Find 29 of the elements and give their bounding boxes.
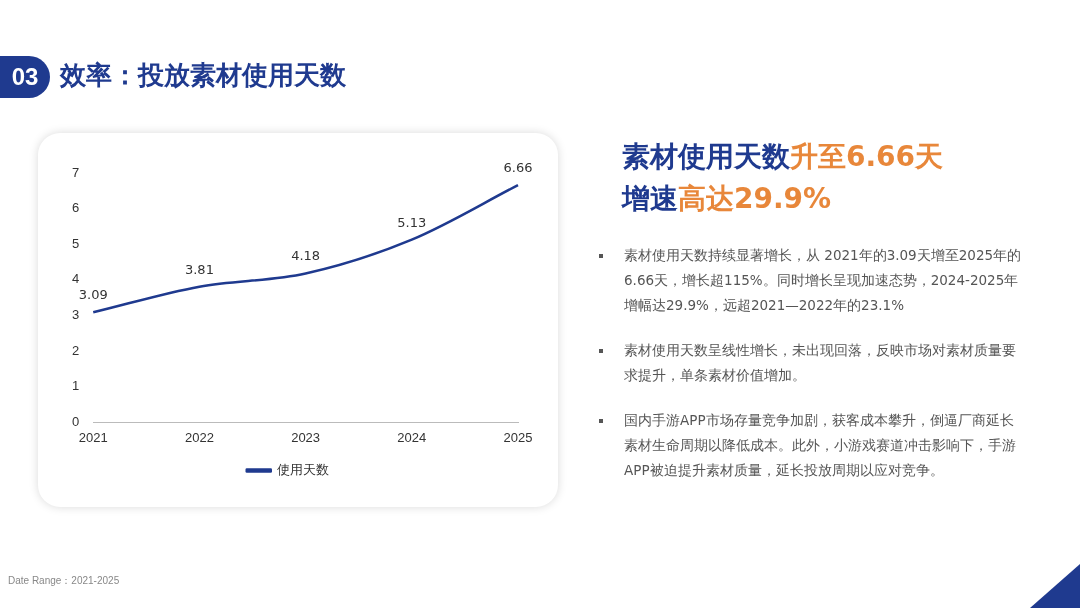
- x-tick-label: 2023: [291, 429, 321, 445]
- y-tick-label: 4: [72, 271, 80, 287]
- data-label: 3.81: [184, 261, 214, 277]
- text: 国内手游APP市场存量竞争加剧，获客成本攀升，倒逼厂商延长素材生命周期以降低成本。此外，小游戏赛道冲击影响下，手游APP被迫提升素材质量，延长投放周期以应对竞争。: [623, 411, 1017, 480]
- y-tick-label: 3: [72, 307, 80, 323]
- y-tick-label: 5: [72, 235, 80, 251]
- legend-label: 使用天数: [277, 462, 330, 478]
- text: 升至6.66天: [790, 140, 944, 173]
- x-tick-label: 2022: [184, 429, 214, 445]
- data-label: 6.66: [503, 159, 533, 175]
- text: 素材使用天数: [622, 140, 790, 173]
- chart-title: 效率：投放素材使用天数: [60, 59, 346, 92]
- text: 03: [0, 56, 50, 98]
- x-tick-label: 2025: [503, 429, 533, 445]
- text: 素材使用天数呈线性增长，未出现回落，反映市场对素材质量要求提升，单条素材价值增加。: [623, 341, 1017, 385]
- data-label: 3.09: [78, 287, 108, 303]
- text: 高达29.9%: [678, 182, 832, 215]
- y-tick-label: 6: [72, 200, 80, 216]
- y-tick-label: 1: [72, 378, 80, 394]
- x-tick-label: 2024: [397, 429, 427, 445]
- data-label: 5.13: [397, 214, 427, 230]
- text: Date Range：2021-2025: [8, 574, 120, 588]
- y-tick-label: 2: [72, 342, 80, 358]
- text: 增速: [622, 182, 678, 215]
- x-tick-label: 2021: [78, 429, 108, 445]
- y-tick-label: 0: [72, 413, 80, 429]
- y-tick-label: 7: [72, 164, 80, 180]
- data-label: 4.18: [291, 248, 321, 264]
- text: 素材使用天数持续显著增长，从 2021年的3.09天增至2025年的6.66天，增长超115%。同时增长呈现加速态势，2024-2025年增幅达29.9%，远超2021—2022年的23.1%: [623, 246, 1023, 315]
